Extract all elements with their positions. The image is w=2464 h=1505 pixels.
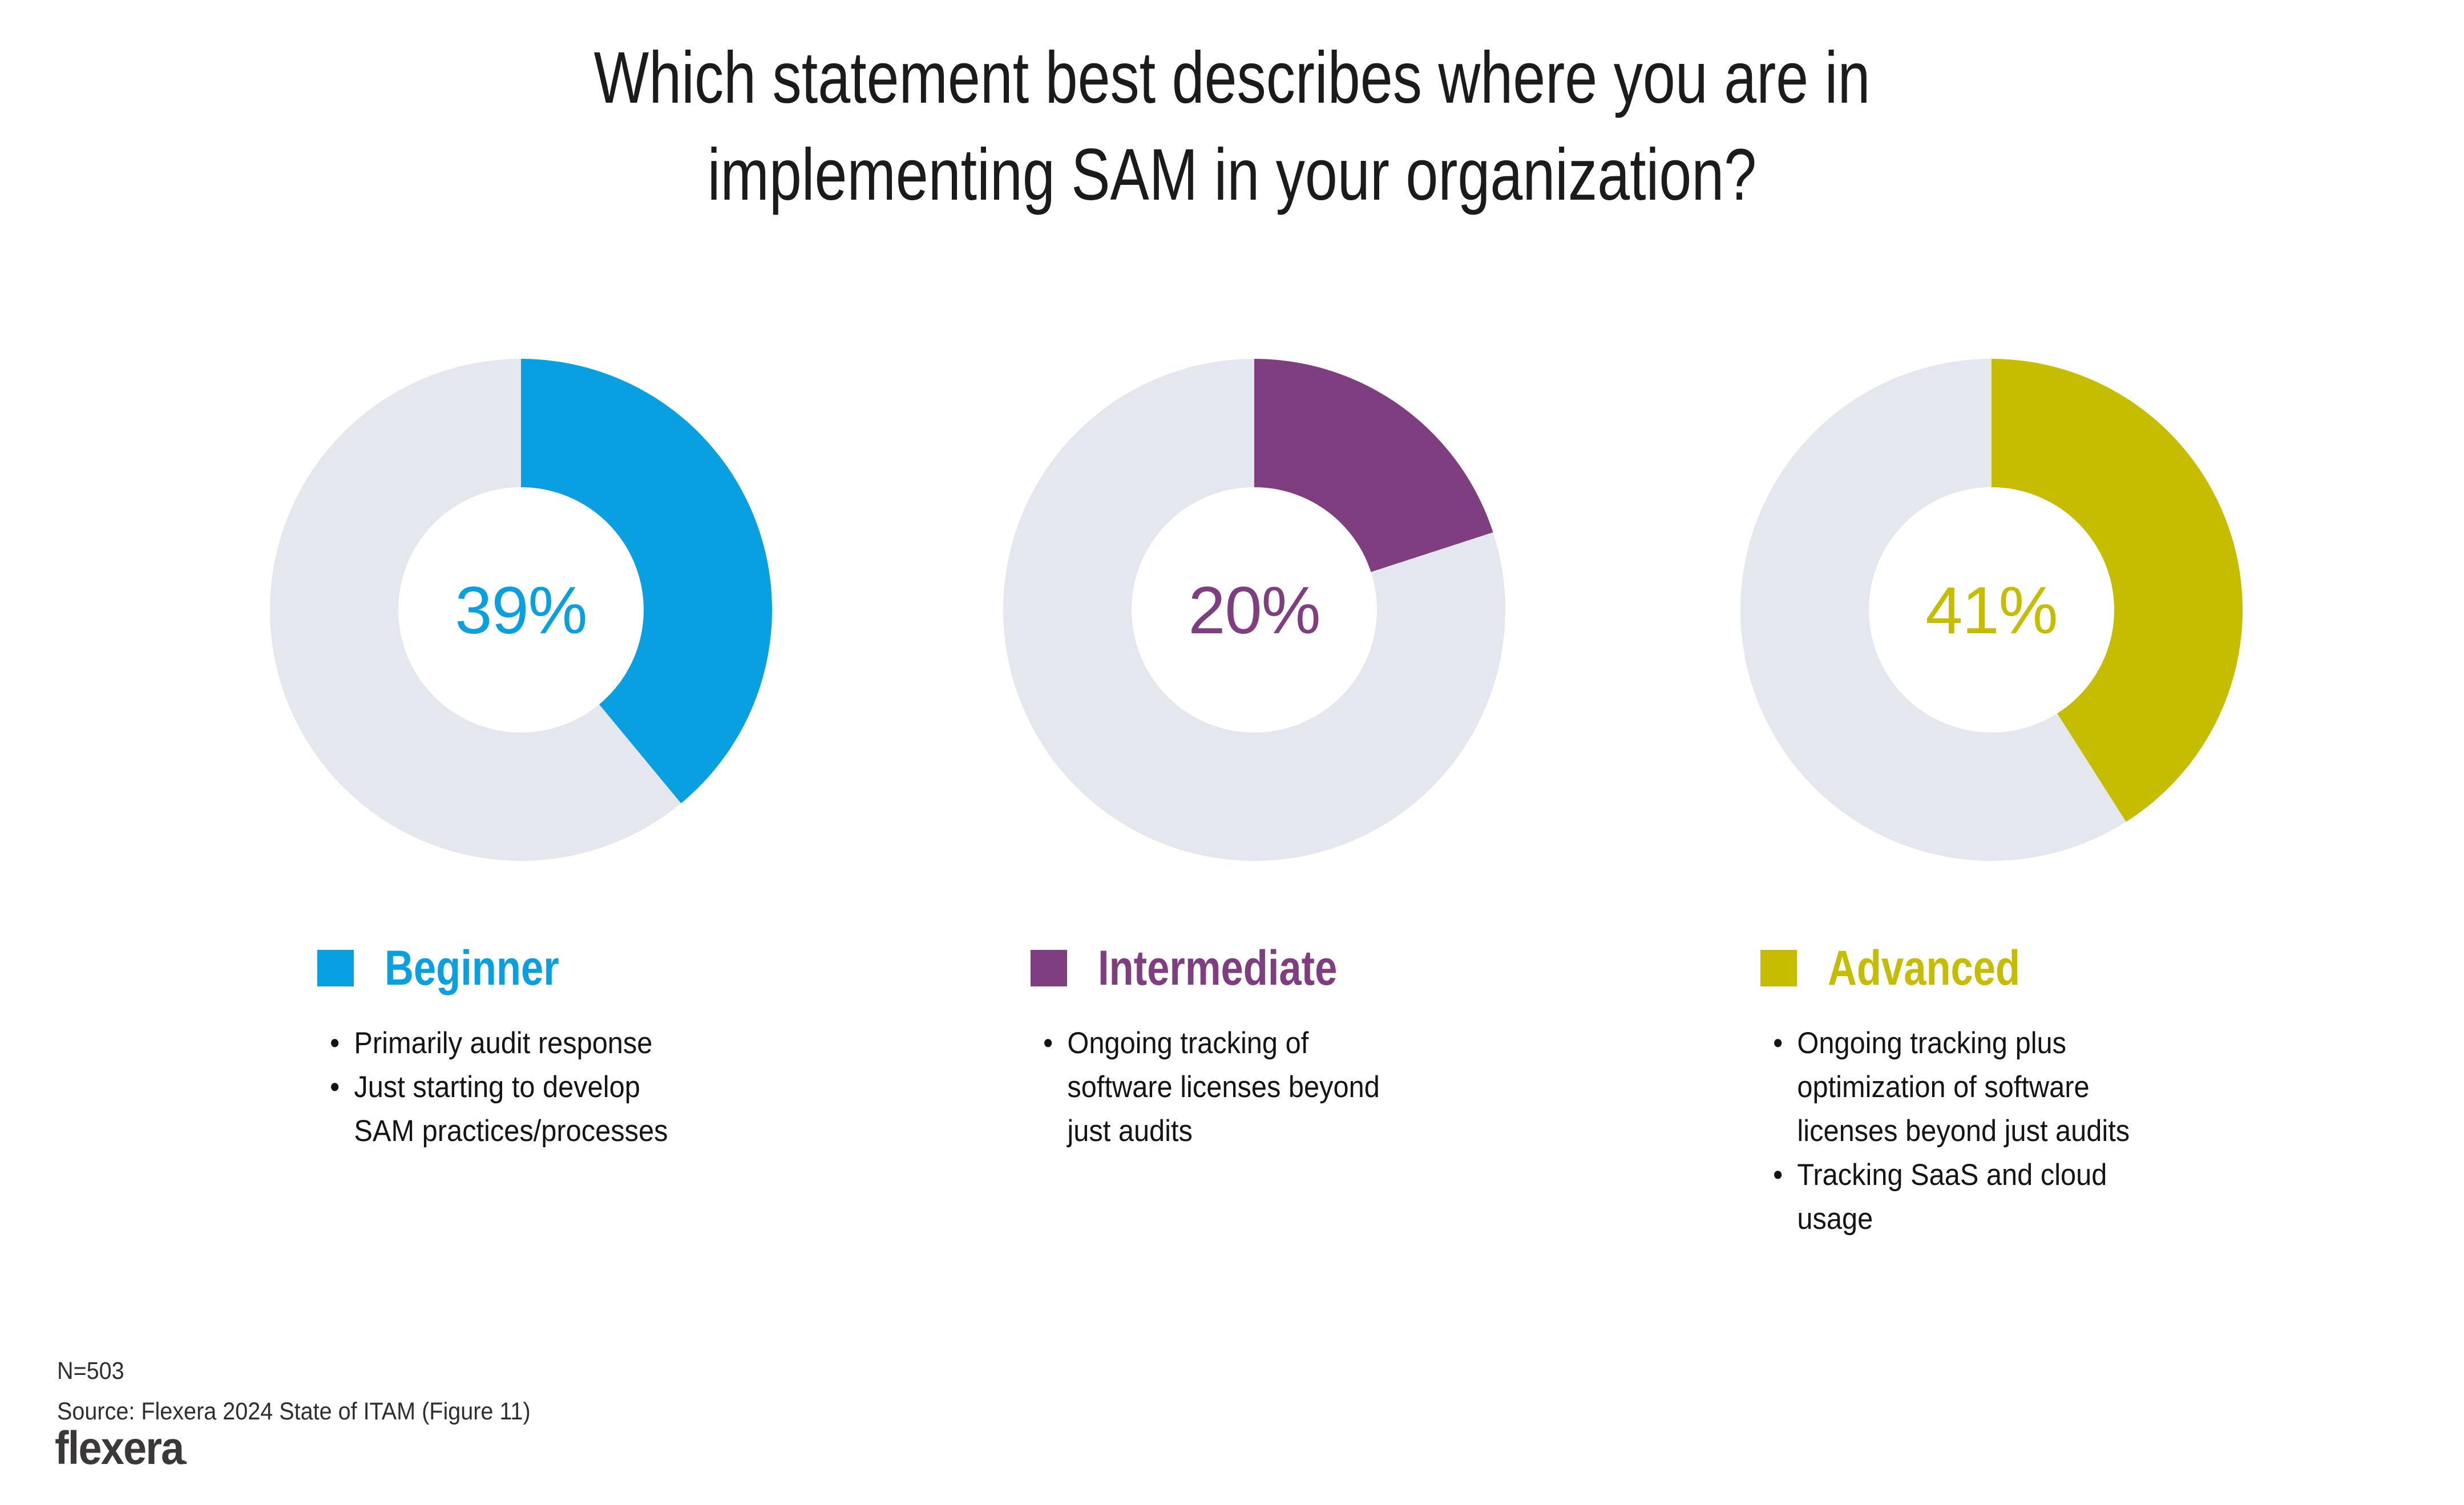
donut-chart-intermediate: 20% — [1003, 359, 1505, 861]
donut-hole: 20% — [1132, 487, 1377, 733]
legend-bullets: Ongoing tracking plus optimization of so… — [1760, 1021, 2130, 1241]
bullet-item: Ongoing tracking of software licenses be… — [1043, 1021, 1380, 1153]
flexera-logo: flexera. — [55, 1422, 188, 1475]
sample-size-label: N=503 — [57, 1357, 124, 1385]
donut-chart-beginner: 39% — [270, 359, 772, 861]
legend-advanced: Advanced Ongoing tracking plus optimizat… — [1760, 941, 2162, 1241]
advanced-swatch-icon — [1760, 950, 1797, 986]
legend-beginner: Beginner Primarily audit response Just s… — [317, 941, 698, 1153]
legend-header: Intermediate — [1031, 941, 1410, 996]
bullet-item: Tracking SaaS and cloud usage — [1773, 1153, 2130, 1241]
donut-value-advanced: 41% — [1925, 572, 2058, 648]
donut-hole: 39% — [398, 487, 644, 733]
beginner-swatch-icon — [317, 950, 354, 986]
bullet-item: Just starting to develop SAM practices/p… — [330, 1065, 668, 1153]
legend-intermediate: Intermediate Ongoing tracking of softwar… — [1031, 941, 1410, 1153]
legend-label-advanced: Advanced — [1828, 940, 2021, 996]
legend-bullets: Primarily audit response Just starting t… — [317, 1021, 668, 1153]
legend-header: Beginner — [317, 941, 698, 996]
legend-header: Advanced — [1760, 941, 2162, 996]
source-label: Source: Flexera 2024 State of ITAM (Figu… — [57, 1398, 531, 1425]
legend-bullets: Ongoing tracking of software licenses be… — [1031, 1021, 1380, 1153]
donut-hole: 41% — [1869, 487, 2114, 733]
donut-value-beginner: 39% — [455, 572, 587, 648]
legend-label-intermediate: Intermediate — [1098, 940, 1338, 996]
donut-value-intermediate: 20% — [1188, 572, 1320, 648]
flexera-logo-text: flexera — [55, 1422, 184, 1474]
legend-label-beginner: Beginner — [385, 940, 559, 996]
chart-title: Which statement best describes where you… — [593, 37, 1871, 216]
intermediate-swatch-icon — [1031, 950, 1067, 986]
footer: N=503 Source: Flexera 2024 State of ITAM… — [57, 1351, 531, 1432]
donut-chart-advanced: 41% — [1740, 359, 2243, 861]
bullet-item: Ongoing tracking plus optimization of so… — [1773, 1021, 2130, 1153]
bullet-item: Primarily audit response — [330, 1021, 668, 1065]
flexera-logo-mark: . — [183, 1449, 188, 1468]
